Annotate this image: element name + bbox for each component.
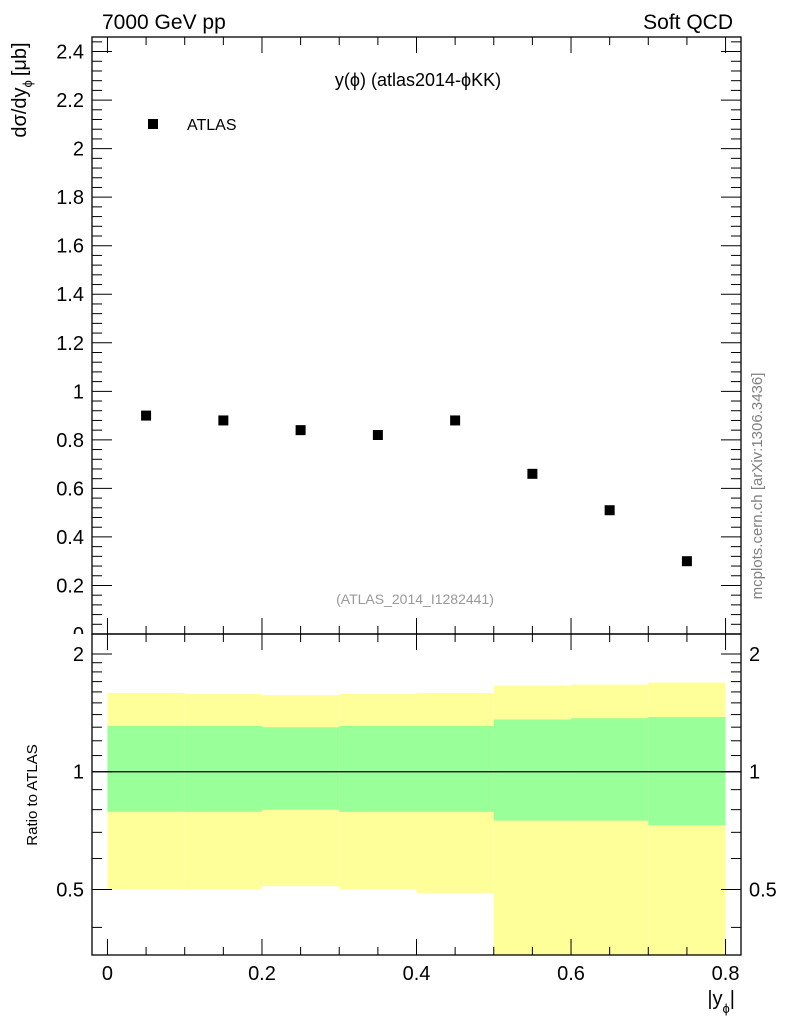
x-tick-label: 0.8 (712, 963, 740, 985)
x-tick-label: 0.4 (403, 963, 431, 985)
data-point-atlas (450, 415, 461, 426)
x-axis-label: |yϕ| (707, 988, 735, 1016)
stat-band-3 (339, 725, 417, 812)
x-label-end: | (730, 988, 735, 1010)
stat-band-7 (648, 717, 726, 826)
main-y-tick-label: 2.4 (56, 42, 84, 64)
stat-band-4 (416, 725, 494, 812)
ratio-axes: 0.5 0.5 1 1 2 2 0 0.2 0.4 0.6 0.8 (56, 633, 777, 985)
stat-band-5 (493, 719, 572, 821)
ratio-y-tick-label-right: 1 (749, 762, 760, 784)
main-y-zero-label: 0 (73, 624, 84, 646)
main-y-tick-label: 1.8 (56, 187, 84, 209)
legend-label-atlas: ATLAS (187, 117, 237, 134)
x-tick-label: 0.2 (248, 963, 276, 985)
main-y-tick-label: 0.2 (56, 575, 84, 597)
energy-label: 7000 GeV pp (102, 11, 226, 34)
main-y-tick-label: 2.2 (56, 90, 84, 112)
main-y-tick-label: 0.8 (56, 430, 84, 452)
ratio-y-tick-label-right: 0.5 (749, 879, 777, 901)
source-note: mcplots.cern.ch [arXiv:1306.3436] (749, 373, 766, 600)
y-label-sub: ϕ (20, 80, 35, 87)
data-point-atlas (218, 415, 229, 426)
ratio-y-tick-label: 0.5 (56, 879, 84, 901)
x-label-main: |y (707, 988, 722, 1010)
x-label-sub: ϕ (723, 1001, 730, 1016)
main-y-axis-label: dσ/dyϕ [μb] (9, 42, 35, 137)
stat-band-2 (261, 727, 340, 810)
ratio-bands (107, 682, 726, 955)
data-point-atlas (604, 505, 615, 516)
data-point-atlas (681, 556, 692, 567)
main-plot-title: y(ϕ) (atlas2014-ϕKK) (335, 70, 501, 90)
main-y-tick-label: 2 (73, 139, 84, 161)
data-point-atlas (372, 430, 383, 440)
ratio-y-tick-label: 1 (73, 762, 84, 784)
y-label-main: dσ/dy (9, 87, 31, 137)
data-point-atlas (295, 425, 306, 436)
main-y-tick-label: 0.6 (56, 478, 84, 500)
ratio-y-tick-label-right: 2 (749, 644, 760, 666)
stat-band-0 (107, 725, 185, 812)
x-tick-label: 0 (102, 963, 113, 985)
svg-text:dσ/dyϕ[μb]: dσ/dyϕ [μb] (9, 42, 35, 137)
x-tick-label: 0.6 (557, 963, 585, 985)
data-point-atlas (141, 410, 152, 421)
svg-text:|yϕ|: |yϕ| (707, 988, 735, 1016)
process-label: Soft QCD (643, 11, 733, 34)
data-points (141, 410, 692, 567)
main-y-tick-label: 0.4 (56, 527, 84, 549)
legend-marker-atlas (148, 119, 158, 129)
ratio-y-tick-label: 2 (73, 644, 84, 666)
ratio-y-axis-label: Ratio to ATLAS (24, 744, 41, 845)
main-y-tick-label: 1.6 (56, 236, 84, 258)
main-y-tick-label: 1.2 (56, 333, 84, 355)
analysis-tag: (ATLAS_2014_I1282441) (336, 591, 494, 607)
main-axes: 0.2 0.4 0.6 0.8 1 1.2 1.4 1.6 1.8 2 2.2 2.4 0 (56, 36, 742, 646)
stat-band-1 (184, 725, 262, 812)
main-y-tick-label: 1.4 (56, 284, 84, 306)
stat-band-6 (571, 718, 649, 821)
main-y-tick-label: 1 (73, 381, 84, 403)
data-point-atlas (527, 468, 538, 479)
y-label-unit: [μb] (9, 42, 31, 76)
